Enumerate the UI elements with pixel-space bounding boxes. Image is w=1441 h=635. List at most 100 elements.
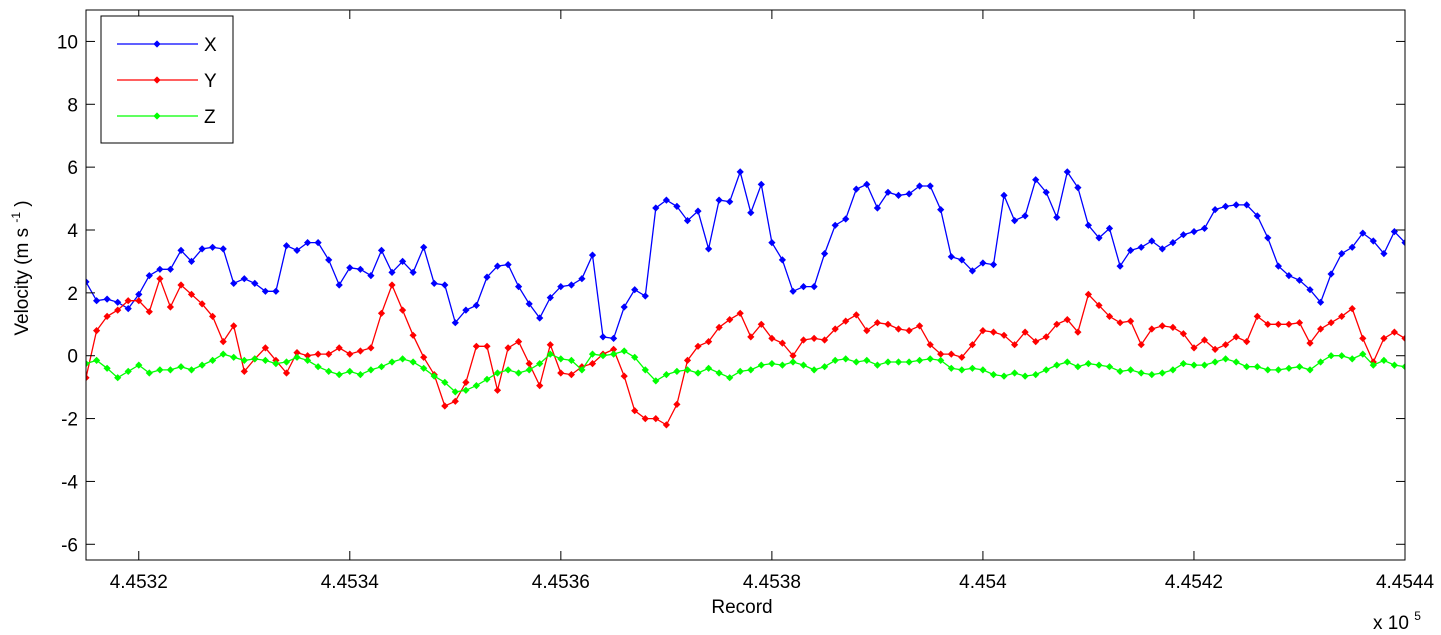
data-point (304, 352, 312, 360)
data-point (515, 338, 523, 346)
data-point (1295, 363, 1304, 371)
y-tick-label: 10 (57, 32, 78, 53)
data-point (863, 180, 871, 188)
data-point (1063, 358, 1071, 366)
data-point (778, 339, 786, 347)
data-point (293, 349, 301, 357)
data-point (325, 256, 333, 264)
data-point (958, 353, 966, 361)
data-point (757, 320, 765, 328)
data-point (1253, 212, 1261, 220)
data-point (947, 253, 955, 261)
data-point (177, 281, 185, 289)
data-point (789, 287, 797, 295)
data-point (1348, 355, 1356, 363)
data-point (314, 239, 322, 247)
legend-label: Y (204, 71, 217, 92)
data-point (768, 334, 776, 342)
data-point (631, 286, 639, 294)
data-point (1127, 317, 1135, 325)
data-point (894, 358, 903, 366)
data-point (103, 364, 111, 372)
data-point (1306, 286, 1314, 294)
data-point (93, 297, 101, 305)
data-point (694, 342, 702, 350)
data-point (356, 347, 364, 355)
data-point (989, 328, 998, 336)
data-point (1105, 363, 1114, 371)
data-point (1274, 366, 1282, 374)
data-point (1338, 312, 1346, 320)
data-point (1200, 336, 1209, 344)
data-point (1105, 312, 1114, 320)
data-point (135, 290, 143, 298)
data-point (873, 319, 881, 327)
data-point (325, 367, 333, 375)
data-point (1401, 363, 1405, 371)
data-point (810, 283, 818, 291)
data-point (177, 246, 185, 254)
data-point (894, 191, 903, 199)
data-point (1264, 320, 1272, 328)
data-point (483, 273, 491, 281)
data-point (135, 297, 143, 305)
data-point (916, 322, 924, 330)
y-tick-label: 4 (67, 221, 78, 242)
data-point (694, 207, 702, 215)
data-point (567, 281, 575, 289)
data-point (335, 281, 343, 289)
data-point (462, 378, 470, 386)
data-point (251, 279, 259, 287)
data-point (536, 314, 544, 322)
data-point (1011, 341, 1019, 349)
data-point (757, 361, 765, 369)
data-point (1222, 355, 1230, 363)
data-point (156, 275, 164, 283)
data-point (314, 350, 322, 358)
x-axis-label: Record (711, 597, 772, 618)
data-point (1232, 333, 1240, 341)
data-point (715, 196, 723, 204)
data-point (673, 202, 681, 210)
data-point (198, 300, 206, 308)
data-point (620, 347, 628, 355)
data-point (86, 374, 90, 382)
data-point (124, 367, 132, 375)
y-tick-label: -2 (61, 410, 78, 431)
data-point (1211, 206, 1219, 214)
data-point (145, 272, 153, 280)
data-point (219, 350, 227, 358)
data-point (377, 246, 386, 254)
data-point (86, 278, 90, 286)
x-tick-label: 4.4532 (110, 572, 168, 593)
data-point (1000, 331, 1008, 339)
data-point (1222, 202, 1230, 210)
data-point (346, 367, 354, 375)
y-axis-label: Velocity (m s -1 ) (4, 200, 33, 335)
data-point (230, 279, 238, 287)
data-point (177, 363, 185, 371)
data-point (114, 374, 122, 382)
data-point (219, 338, 227, 346)
data-point (852, 311, 860, 319)
legend-label: Z (204, 107, 216, 128)
data-point (1137, 243, 1145, 251)
data-point (578, 366, 586, 374)
data-point (863, 356, 871, 364)
data-point (884, 188, 892, 196)
data-point (335, 371, 343, 379)
data-point (441, 378, 449, 386)
data-point (451, 397, 459, 405)
data-point (282, 242, 291, 250)
data-point (1032, 338, 1040, 346)
data-point (705, 364, 713, 372)
data-point (1127, 366, 1135, 374)
data-point (1063, 316, 1071, 324)
data-point (905, 358, 913, 366)
data-point (483, 342, 491, 350)
data-point (1190, 344, 1198, 352)
data-point (198, 361, 206, 369)
data-point (1200, 361, 1209, 369)
x-multiplier-base: x 10 (1373, 613, 1409, 634)
data-point (472, 382, 480, 390)
